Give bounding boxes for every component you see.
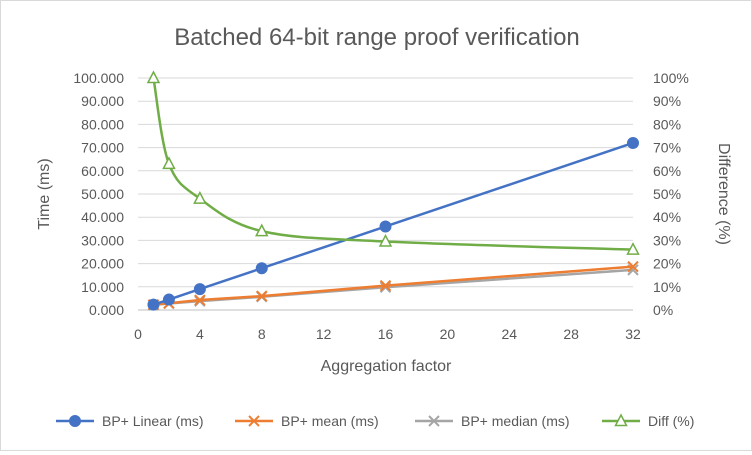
legend-marker: [69, 415, 81, 427]
x-tick-label: 24: [501, 326, 517, 342]
x-tick-label: 28: [563, 326, 579, 342]
y-tick-label: 50.000: [81, 186, 124, 202]
series-layer: [146, 70, 640, 311]
data-point: [255, 262, 268, 275]
y2-tick-label: 50%: [653, 186, 681, 202]
data-point: [193, 283, 206, 296]
x-axis-title: Aggregation factor: [321, 358, 452, 375]
data-point: [162, 156, 176, 170]
legend-marker: [248, 415, 260, 427]
y2-tick-label: 60%: [653, 163, 681, 179]
series-bp-mean-ms: [147, 260, 639, 311]
data-point: [379, 279, 392, 292]
data-point: [256, 290, 268, 302]
legend-marker: [428, 415, 440, 427]
x-tick-label: 4: [196, 326, 204, 342]
y-tick-label: 0.000: [89, 302, 124, 318]
data-point: [626, 242, 640, 255]
y2-tick-label: 70%: [653, 140, 681, 156]
data-point: [146, 70, 161, 84]
data-point: [627, 260, 639, 273]
series-diff: [146, 70, 640, 255]
y-tick-label: 10.000: [81, 279, 124, 295]
legend-item: BP+ median (ms): [415, 413, 570, 429]
y2-axis-title: Difference (%): [715, 143, 732, 245]
legend-label: BP+ median (ms): [461, 413, 570, 429]
y-tick-label: 60.000: [81, 163, 124, 179]
gridlines: [138, 77, 633, 311]
legend-item: Diff (%): [602, 413, 694, 429]
data-point: [379, 281, 392, 293]
y-tick-label: 80.000: [81, 116, 124, 132]
y-tick-label: 40.000: [81, 209, 124, 225]
y2-tick-label: 20%: [653, 256, 681, 272]
legend-item: BP+ mean (ms): [235, 413, 379, 429]
series-line: [152, 265, 635, 306]
x-tick-label: 20: [440, 326, 456, 342]
data-point: [147, 298, 160, 311]
y-axis-title: Time (ms): [36, 158, 53, 229]
x-tick-label: 12: [316, 326, 332, 342]
legend: BP+ Linear (ms) BP+ mean (ms) BP+ median (…: [56, 413, 694, 429]
data-point: [194, 294, 206, 306]
data-point: [193, 191, 207, 204]
legend-label: Diff (%): [648, 413, 694, 429]
legend-label: BP+ Linear (ms): [102, 413, 204, 429]
x-tick-label: 8: [258, 326, 266, 342]
y-tick-label: 100.000: [73, 70, 124, 86]
y2-tick-label: 10%: [653, 279, 681, 295]
series-line: [152, 141, 635, 306]
y2-tick-label: 40%: [653, 209, 681, 225]
y2-tick-label: 80%: [653, 116, 681, 132]
data-point: [379, 220, 392, 233]
data-point: [627, 136, 639, 149]
x-tick-label: 32: [625, 326, 641, 342]
x-tick-label: 0: [134, 326, 142, 342]
legend-label: BP+ mean (ms): [281, 413, 379, 429]
y-tick-label: 70.000: [81, 140, 124, 156]
data-point: [378, 233, 393, 247]
axis-tick-labels: 0.000 10.000 20.000 30.000 40.000 50.000 60.00…: [73, 70, 688, 342]
y-tick-label: 20.000: [81, 256, 124, 272]
y2-tick-label: 30%: [653, 232, 681, 248]
y-tick-label: 30.000: [81, 232, 124, 248]
data-point: [162, 293, 175, 306]
y2-tick-label: 100%: [653, 70, 689, 86]
chart-title: Batched 64-bit range proof verification: [174, 24, 580, 51]
x-tick-label: 16: [378, 326, 394, 342]
data-point: [255, 223, 269, 237]
y2-tick-label: 90%: [653, 93, 681, 109]
y2-tick-label: 0%: [653, 302, 673, 318]
series-bp-linear-ms: [147, 136, 639, 311]
legend-item: BP+ Linear (ms): [56, 413, 204, 429]
y-tick-label: 90.000: [81, 93, 124, 109]
legend-marker: [614, 413, 628, 427]
